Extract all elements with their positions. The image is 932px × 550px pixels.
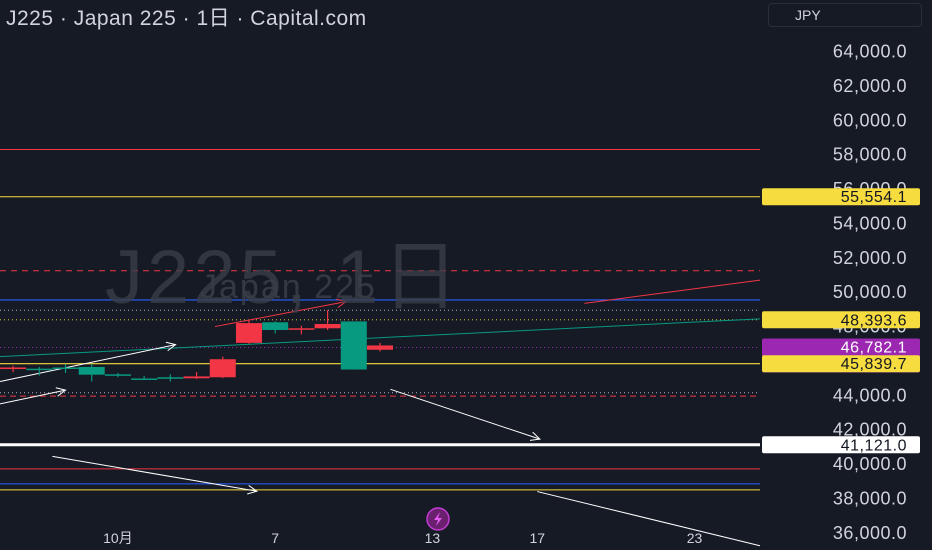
time-tick-label: 7 <box>271 530 279 546</box>
arrow-head <box>165 341 177 352</box>
price-tick-label: 44,000.0 <box>833 385 907 405</box>
price-tick-label: 54,000.0 <box>833 213 907 233</box>
trend-line[interactable] <box>0 318 761 358</box>
price-tag-label: 45,839.7 <box>841 356 907 373</box>
trend-line[interactable] <box>390 388 541 440</box>
price-tag-label: 55,554.1 <box>841 189 907 206</box>
candle-body[interactable] <box>52 367 79 369</box>
time-tick-label: 10月 <box>103 530 133 546</box>
candle-body[interactable] <box>131 378 158 380</box>
candle-body[interactable] <box>26 368 53 371</box>
price-tick-label: 60,000.0 <box>833 110 907 130</box>
candle-body[interactable] <box>262 322 289 330</box>
price-tag-box <box>762 355 920 373</box>
candle-body[interactable] <box>0 367 27 370</box>
trend-line[interactable] <box>537 491 761 547</box>
price-tick-label: 52,000.0 <box>833 248 907 268</box>
price-axis: 66,000.064,000.062,000.060,000.058,000.0… <box>833 7 907 543</box>
time-tick-label: 17 <box>529 530 545 546</box>
arrow-head <box>336 298 348 308</box>
price-tags: 55,554.148,393.646,782.113:40:0045,839.7… <box>762 188 920 454</box>
price-tag-label: 48,393.6 <box>841 312 907 329</box>
price-tag[interactable]: 45,839.7 <box>762 355 920 373</box>
candle-body[interactable] <box>183 376 210 379</box>
price-tag-label: 41,121.0 <box>841 437 907 454</box>
price-tag[interactable]: 55,554.1 <box>762 188 920 206</box>
candle-body[interactable] <box>209 359 236 378</box>
price-tick-label: 50,000.0 <box>833 282 907 302</box>
trend-line[interactable] <box>584 279 761 304</box>
candle-body[interactable] <box>235 323 262 343</box>
currency-selector[interactable]: JPY <box>768 3 922 27</box>
candle-body[interactable] <box>104 374 131 376</box>
trend-line[interactable] <box>214 301 347 328</box>
price-tag-box <box>762 188 920 206</box>
lightning-icon[interactable] <box>426 507 450 531</box>
watermark-name: Japan 225 <box>200 268 377 306</box>
price-tick-label: 42,000.0 <box>833 420 907 440</box>
price-tick-label: 62,000.0 <box>833 76 907 96</box>
candle-body[interactable] <box>288 328 315 330</box>
candlesticks <box>0 310 393 382</box>
time-axis: 10月 7 13 17 23 <box>103 530 702 546</box>
price-tag-label: 46,782.1 <box>841 339 907 356</box>
arrow-head <box>247 485 258 495</box>
trend-line[interactable] <box>52 455 257 492</box>
chart-title[interactable]: J225 · Japan 225 · 1日 · Capital.com <box>6 7 367 30</box>
candle-body[interactable] <box>340 321 367 370</box>
price-tag-box <box>762 436 920 454</box>
trend-line[interactable] <box>0 389 66 405</box>
candle-body[interactable] <box>78 366 105 375</box>
candle-body[interactable] <box>367 345 393 350</box>
price-tick-label: 38,000.0 <box>833 488 907 508</box>
price-tick-label: 64,000.0 <box>833 42 907 62</box>
price-tick-label: 36,000.0 <box>833 523 907 543</box>
candle-body[interactable] <box>157 377 184 379</box>
price-tag[interactable]: 41,121.0 <box>762 436 920 454</box>
price-tick-label: 58,000.0 <box>833 145 907 165</box>
time-tick-label: 13 <box>425 530 441 546</box>
trend-line[interactable] <box>0 344 176 383</box>
watermark-symbol: J225, 1日 <box>105 235 463 320</box>
arrow-head <box>55 387 67 397</box>
arrow-head <box>529 431 541 441</box>
time-tick-label: 23 <box>687 530 703 546</box>
price-tag[interactable]: 48,393.6 <box>762 311 920 329</box>
price-tag-box <box>762 311 920 329</box>
candle-body[interactable] <box>314 323 341 329</box>
trend-lines <box>0 279 761 547</box>
price-tick-label: 40,000.0 <box>833 454 907 474</box>
